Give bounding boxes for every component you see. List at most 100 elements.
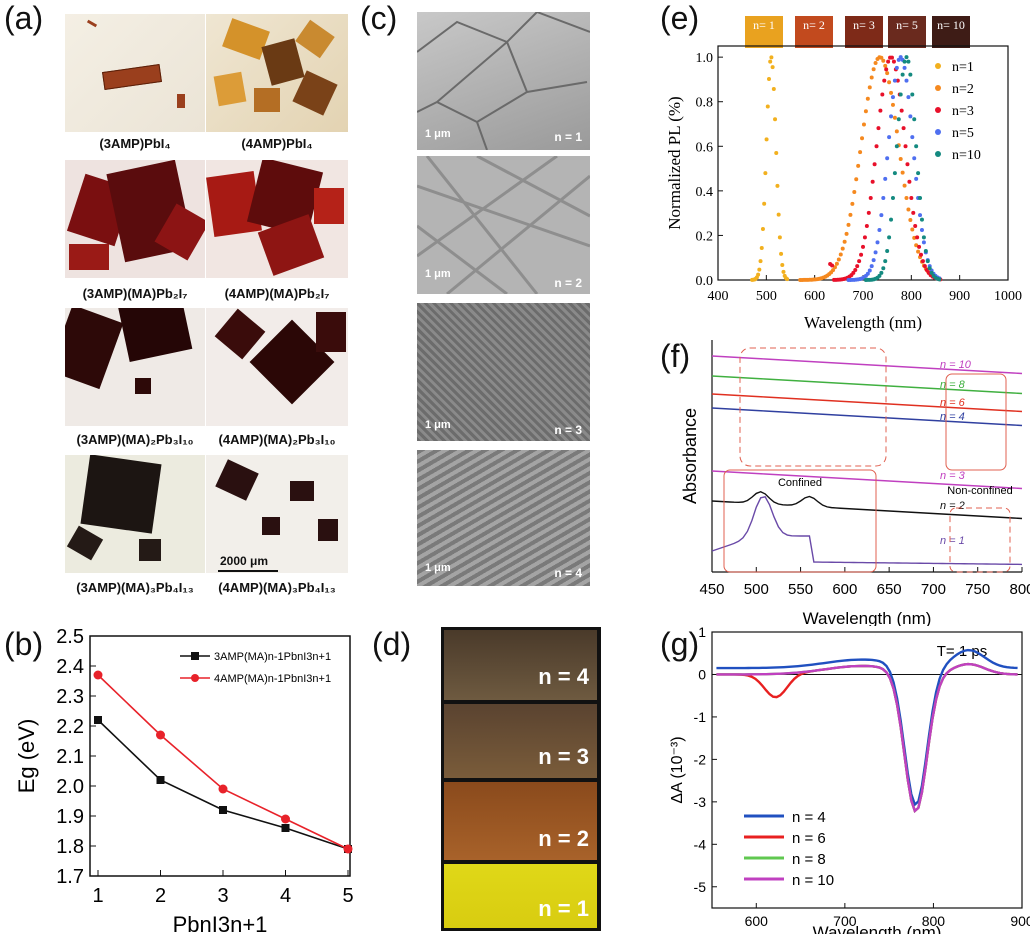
y-axis-label: Eg (eV) bbox=[14, 719, 39, 794]
series-line-1 bbox=[97, 674, 349, 850]
pl-point bbox=[887, 135, 892, 140]
pl-point bbox=[885, 71, 890, 76]
pl-point bbox=[838, 252, 843, 257]
pl-point bbox=[865, 96, 870, 101]
pl-point bbox=[853, 268, 858, 273]
pl-point bbox=[785, 277, 790, 282]
micrograph-4amp-ma3-pb4i13 bbox=[206, 455, 348, 573]
pl-point bbox=[779, 251, 784, 256]
x-tick-label: 600 bbox=[745, 913, 769, 929]
pl-point bbox=[777, 235, 782, 240]
pl-point bbox=[830, 263, 835, 268]
panel-label-f: (f) bbox=[660, 338, 691, 374]
y-tick-label: 0.0 bbox=[696, 274, 714, 289]
pl-point bbox=[883, 63, 888, 68]
y-tick-label: 2.5 bbox=[56, 626, 84, 648]
swatch-label-n10: n= 10 bbox=[937, 18, 965, 32]
swatch-n3: n= 3 bbox=[845, 16, 883, 48]
x-tick-label: 4 bbox=[280, 885, 291, 907]
pl-point bbox=[890, 196, 895, 201]
annotation-confined: Confined bbox=[778, 477, 822, 489]
data-point bbox=[93, 670, 103, 680]
caption-4amp-ma3-pb4i13: (4AMP)(MA)₃Pb₄I₁₃ bbox=[218, 580, 336, 595]
pl-point bbox=[886, 59, 891, 64]
sem-scalebar-n2: 1 μm bbox=[425, 268, 451, 280]
pl-point bbox=[925, 259, 930, 264]
legend-label: n=2 bbox=[952, 82, 974, 97]
sem-label-n3: n = 3 bbox=[554, 423, 582, 437]
data-point bbox=[343, 844, 353, 854]
pl-point bbox=[867, 85, 872, 90]
pl-point bbox=[869, 264, 874, 269]
pl-point bbox=[889, 90, 894, 95]
pl-point bbox=[856, 163, 861, 168]
x-tick-label: 800 bbox=[1009, 581, 1030, 598]
pl-point bbox=[770, 65, 775, 70]
pl-point bbox=[871, 258, 876, 263]
sem-scalebar-n1: 1 μm bbox=[425, 128, 451, 140]
x-tick-label: 600 bbox=[804, 289, 825, 304]
pl-point bbox=[895, 78, 900, 83]
x-tick-label: 900 bbox=[1010, 913, 1030, 929]
pl-point bbox=[889, 114, 894, 119]
scalebar-label: 2000 μm bbox=[220, 554, 269, 568]
pl-point bbox=[912, 156, 917, 161]
scalebar-line bbox=[218, 570, 278, 572]
pl-point bbox=[913, 223, 918, 228]
micrograph-4amp-pbi4 bbox=[206, 14, 348, 132]
pl-point bbox=[871, 67, 876, 72]
series-label: n = 1 bbox=[940, 535, 965, 547]
pl-point bbox=[765, 104, 770, 109]
chart-f-absorbance: 450 500 550 600 650 700 750 800 Wavelength (nm) A… bbox=[680, 340, 1030, 626]
pl-point bbox=[899, 108, 904, 113]
pl-point bbox=[864, 223, 869, 228]
panel-label-e: (e) bbox=[660, 0, 700, 36]
pl-point bbox=[908, 217, 913, 222]
y-tick-label: -4 bbox=[694, 836, 707, 852]
pl-point bbox=[929, 270, 934, 275]
pl-point bbox=[863, 109, 868, 114]
pl-point bbox=[768, 59, 773, 64]
pl-point bbox=[758, 259, 763, 264]
pl-point bbox=[774, 151, 779, 156]
solid-box-nonconfined bbox=[945, 373, 1007, 471]
x-tick-label: 5 bbox=[342, 885, 353, 907]
data-point bbox=[94, 716, 102, 724]
y-tick-label: 0.6 bbox=[696, 140, 714, 155]
x-tick-label: 750 bbox=[965, 581, 990, 598]
y-tick-label: 0.4 bbox=[696, 185, 714, 200]
pl-point bbox=[880, 92, 885, 97]
y-tick-label: 1.8 bbox=[56, 836, 84, 858]
sem-image-n3: 1 μm n = 3 bbox=[417, 303, 590, 441]
data-point bbox=[156, 730, 165, 740]
x-tick-label: 400 bbox=[708, 289, 729, 304]
pl-point bbox=[898, 92, 903, 97]
pl-point bbox=[889, 217, 894, 222]
pl-point bbox=[891, 59, 896, 64]
absorbance-line-0 bbox=[711, 355, 1023, 375]
panel-label-d: (d) bbox=[372, 626, 412, 662]
series-label: n = 10 bbox=[940, 359, 972, 371]
plot-frame bbox=[89, 635, 351, 877]
vial-n1: n = 1 bbox=[444, 864, 597, 928]
micrograph-3amp-ma3-pb4i13 bbox=[65, 455, 205, 573]
pl-point bbox=[855, 264, 860, 269]
pl-point bbox=[905, 162, 910, 167]
swatch-n10: n= 10 bbox=[932, 16, 970, 48]
pl-point bbox=[844, 231, 849, 236]
sem-label-n1: n = 1 bbox=[554, 130, 582, 144]
vial-n3: n = 3 bbox=[444, 704, 597, 778]
vial-n2: n = 2 bbox=[444, 782, 597, 860]
pl-point bbox=[780, 263, 785, 268]
legend-label: n=10 bbox=[952, 148, 981, 163]
swatch-n5: n= 5 bbox=[888, 16, 926, 48]
panel-label-b: (b) bbox=[4, 626, 44, 662]
pl-point bbox=[879, 270, 884, 275]
y-tick-label: -2 bbox=[694, 751, 707, 767]
series-label: n = 3 bbox=[940, 470, 966, 482]
x-tick-label: 1 bbox=[92, 885, 103, 907]
sem-scalebar-n3: 1 μm bbox=[425, 419, 451, 431]
y-tick-label: 0.2 bbox=[696, 229, 714, 244]
data-point bbox=[281, 814, 290, 824]
swatch-label-n3: n= 3 bbox=[853, 18, 875, 32]
